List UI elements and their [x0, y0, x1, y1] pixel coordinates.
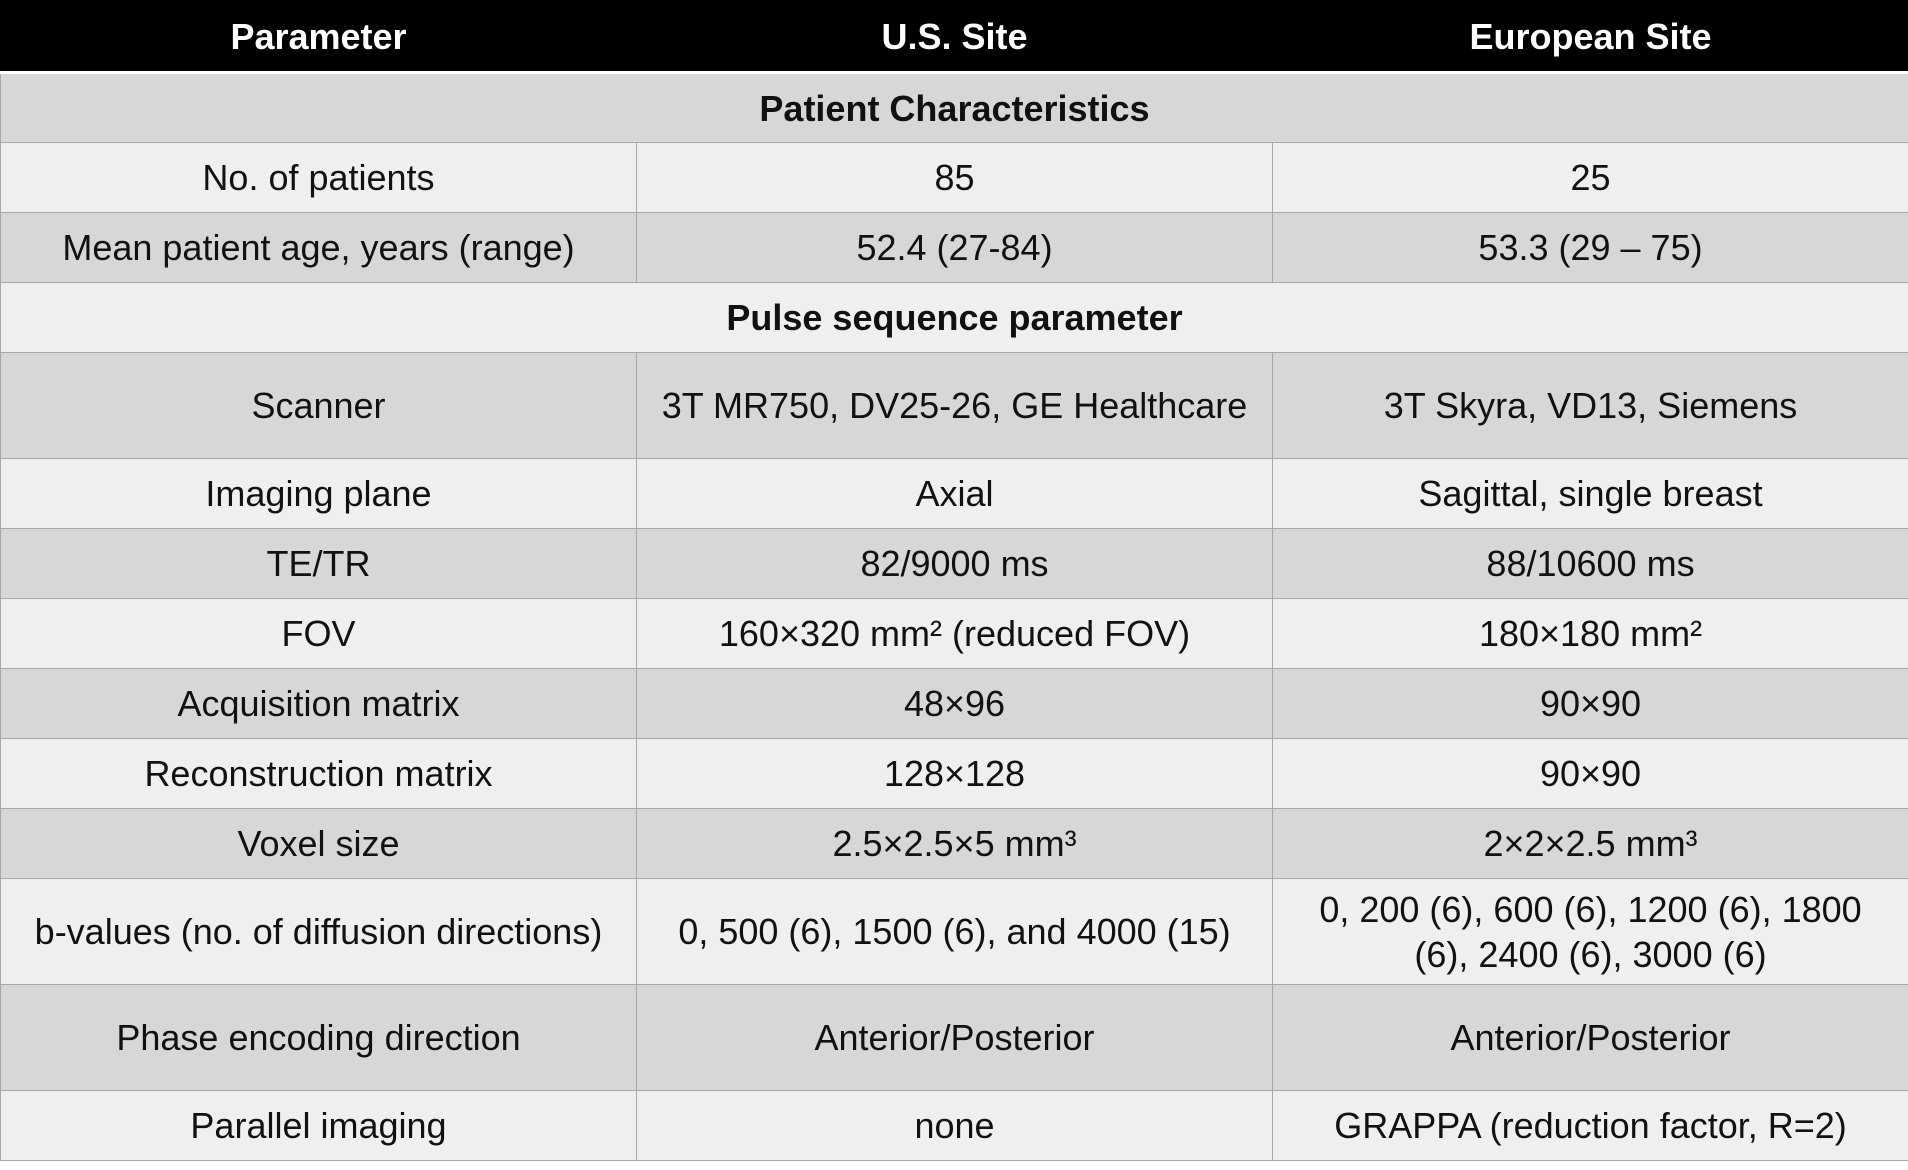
data-row: Imaging plane Axial Sagittal, single breas…: [0, 458, 1908, 529]
table-body: Patient Characteristics No. of patients 85…: [0, 72, 1908, 1161]
header-cell: European Site: [1272, 0, 1908, 74]
value-cell: 88/10600 ms: [1272, 528, 1908, 599]
value-cell: 48×96: [636, 668, 1273, 739]
parameter-cell: Acquisition matrix: [0, 668, 637, 739]
data-row: Acquisition matrix 48×96 90×90: [0, 668, 1908, 739]
value-cell: Anterior/Posterior: [1272, 984, 1908, 1091]
value-cell: 180×180 mm²: [1272, 598, 1908, 669]
data-row: Voxel size 2.5×2.5×5 mm³ 2×2×2.5 mm³: [0, 808, 1908, 879]
value-cell: 3T Skyra, VD13, Siemens: [1272, 352, 1908, 459]
data-row: Phase encoding direction Anterior/Posteri…: [0, 984, 1908, 1091]
data-row: Scanner 3T MR750, DV25-26, GE Healthcare 3…: [0, 352, 1908, 459]
data-row: TE/TR 82/9000 ms 88/10600 ms: [0, 528, 1908, 599]
parameter-cell: b-values (no. of diffusion directions): [0, 878, 637, 985]
data-row: FOV 160×320 mm² (reduced FOV) 180×180 mm²: [0, 598, 1908, 669]
value-cell: 160×320 mm² (reduced FOV): [636, 598, 1273, 669]
value-cell: GRAPPA (reduction factor, R=2): [1272, 1090, 1908, 1161]
parameter-cell: TE/TR: [0, 528, 637, 599]
section-row: Pulse sequence parameter: [0, 282, 1908, 353]
section-title: Patient Characteristics: [0, 72, 1908, 143]
value-cell: 2.5×2.5×5 mm³: [636, 808, 1273, 879]
value-cell: 52.4 (27-84): [636, 212, 1273, 283]
parameter-cell: Scanner: [0, 352, 637, 459]
parameter-cell: Reconstruction matrix: [0, 738, 637, 809]
parameter-cell: Phase encoding direction: [0, 984, 637, 1091]
table-header: Parameter U.S. Site European Site: [0, 0, 1908, 74]
value-cell: Axial: [636, 458, 1273, 529]
value-cell: 53.3 (29 – 75): [1272, 212, 1908, 283]
section-row: Patient Characteristics: [0, 72, 1908, 143]
value-cell: none: [636, 1090, 1273, 1161]
data-row: Mean patient age, years (range) 52.4 (27-…: [0, 212, 1908, 283]
parameter-cell: No. of patients: [0, 142, 637, 213]
section-title: Pulse sequence parameter: [0, 282, 1908, 353]
value-cell: 90×90: [1272, 668, 1908, 739]
value-cell: 0, 200 (6), 600 (6), 1200 (6), 1800 (6),…: [1272, 878, 1908, 985]
data-row: Parallel imaging none GRAPPA (reduction fa…: [0, 1090, 1908, 1161]
header-cell: U.S. Site: [636, 0, 1273, 74]
data-row: b-values (no. of diffusion directions) 0,…: [0, 878, 1908, 985]
value-cell: 25: [1272, 142, 1908, 213]
value-cell: 82/9000 ms: [636, 528, 1273, 599]
header-row: Parameter U.S. Site European Site: [0, 0, 1908, 74]
value-cell: 128×128: [636, 738, 1273, 809]
data-row: Reconstruction matrix 128×128 90×90: [0, 738, 1908, 809]
value-cell: 85: [636, 142, 1273, 213]
parameter-cell: Voxel size: [0, 808, 637, 879]
parameter-cell: FOV: [0, 598, 637, 669]
value-cell: 90×90: [1272, 738, 1908, 809]
value-cell: 2×2×2.5 mm³: [1272, 808, 1908, 879]
data-row: No. of patients 85 25: [0, 142, 1908, 213]
value-cell: Sagittal, single breast: [1272, 458, 1908, 529]
value-cell: 0, 500 (6), 1500 (6), and 4000 (15): [636, 878, 1273, 985]
parameter-cell: Parallel imaging: [0, 1090, 637, 1161]
value-cell: 3T MR750, DV25-26, GE Healthcare: [636, 352, 1273, 459]
parameter-cell: Imaging plane: [0, 458, 637, 529]
header-cell: Parameter: [0, 0, 637, 74]
parameter-cell: Mean patient age, years (range): [0, 212, 637, 283]
value-cell: Anterior/Posterior: [636, 984, 1273, 1091]
